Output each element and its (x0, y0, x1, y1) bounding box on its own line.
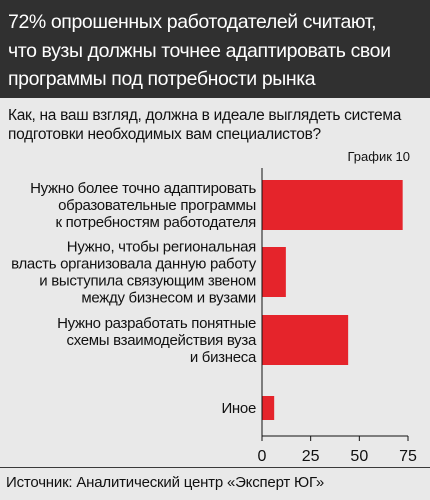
headline-line-1: 72% опрошенных работодателей считают, (8, 11, 377, 33)
question-line-2: подготовки необходимых вам специалистов? (8, 126, 321, 143)
category-label-line: образовательные программы (58, 197, 256, 214)
x-tick-label: 0 (258, 448, 267, 465)
bottom-divider (0, 467, 430, 468)
category-label-line: власть организовала данную работу (11, 256, 257, 273)
question-line-1: Как, на ваш взгляд, должна в идеале выгл… (8, 107, 402, 124)
headline-line-3: программы под потребности рынка (8, 68, 316, 90)
category-label-line: и бизнеса (190, 349, 257, 366)
bar (262, 247, 286, 297)
category-label-line: между бизнесом и вузами (81, 290, 256, 307)
chart-number: График 10 (347, 149, 411, 164)
headline-line-2: что вузы должны точнее адаптировать свои (8, 39, 391, 62)
bar (262, 315, 349, 365)
category-label-line: схемы взаимодействия вуза (67, 332, 257, 349)
header-banner: 72% опрошенных работодателей считают, чт… (0, 0, 430, 98)
category-label-line: Нужно, чтобы региональная (67, 239, 256, 256)
survey-question: Как, на ваш взгляд, должна в идеале выгл… (8, 106, 424, 144)
bar (262, 180, 403, 230)
x-tick-label: 25 (302, 448, 320, 465)
category-label-line: к потребностям работодателя (55, 214, 256, 231)
category-label-line: Иное (221, 400, 256, 417)
x-tick-label: 75 (399, 448, 417, 465)
source-note: Источник: Аналитический центр «Эксперт Ю… (6, 474, 325, 491)
x-tick-label: 50 (350, 448, 368, 465)
category-label-line: Нужно более точно адаптировать (30, 180, 256, 197)
category-label-line: и выступила связующим звеном (39, 273, 256, 290)
bar (262, 396, 275, 420)
category-label-line: Нужно разработать понятные (57, 315, 256, 332)
